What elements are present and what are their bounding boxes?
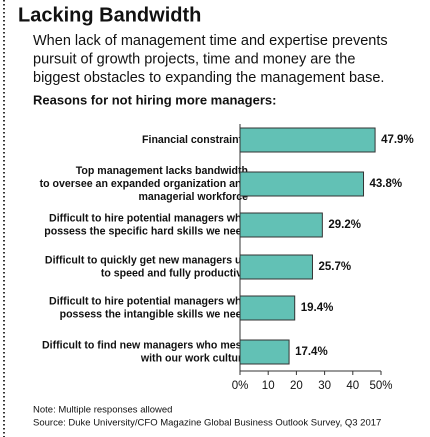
note: Source: Duke University/CFO Magazine Glo… bbox=[33, 418, 381, 429]
value-label: 25.7% bbox=[318, 261, 351, 273]
bar bbox=[239, 254, 313, 280]
x-tick-label: 30 bbox=[318, 380, 331, 392]
category-label: Difficult to find new managers who mesh w… bbox=[42, 339, 248, 364]
category-label: Difficult to hire potential managers who… bbox=[49, 295, 248, 320]
subtitle: When lack of management time and experti… bbox=[33, 33, 388, 86]
x-tick-label: 20 bbox=[290, 380, 303, 392]
bar bbox=[239, 212, 323, 238]
chart-title: Lacking Bandwidth bbox=[18, 4, 201, 26]
category-label: Difficult to hire potential managers who… bbox=[44, 212, 248, 237]
bar bbox=[239, 127, 376, 153]
category-label: Top management lacks bandwidth to oversee… bbox=[40, 165, 248, 203]
x-tick-label: 50% bbox=[369, 380, 392, 392]
chart-heading: Reasons for not hiring more managers: bbox=[33, 92, 276, 107]
x-tick-label: 0% bbox=[232, 380, 249, 392]
bar bbox=[239, 295, 296, 321]
bar bbox=[239, 339, 290, 365]
category-label: Financial constraints bbox=[142, 134, 248, 146]
value-label: 17.4% bbox=[295, 346, 328, 358]
bar bbox=[239, 171, 365, 197]
x-tick-label: 10 bbox=[262, 380, 275, 392]
x-tick-label: 40 bbox=[346, 380, 359, 392]
value-label: 29.2% bbox=[328, 219, 361, 231]
value-label: 47.9% bbox=[381, 134, 414, 146]
value-label: 19.4% bbox=[301, 302, 334, 314]
value-label: 43.8% bbox=[370, 178, 403, 190]
category-label: Difficult to quickly get new managers up… bbox=[45, 254, 249, 279]
note: Note: Multiple responses allowed bbox=[33, 405, 172, 416]
